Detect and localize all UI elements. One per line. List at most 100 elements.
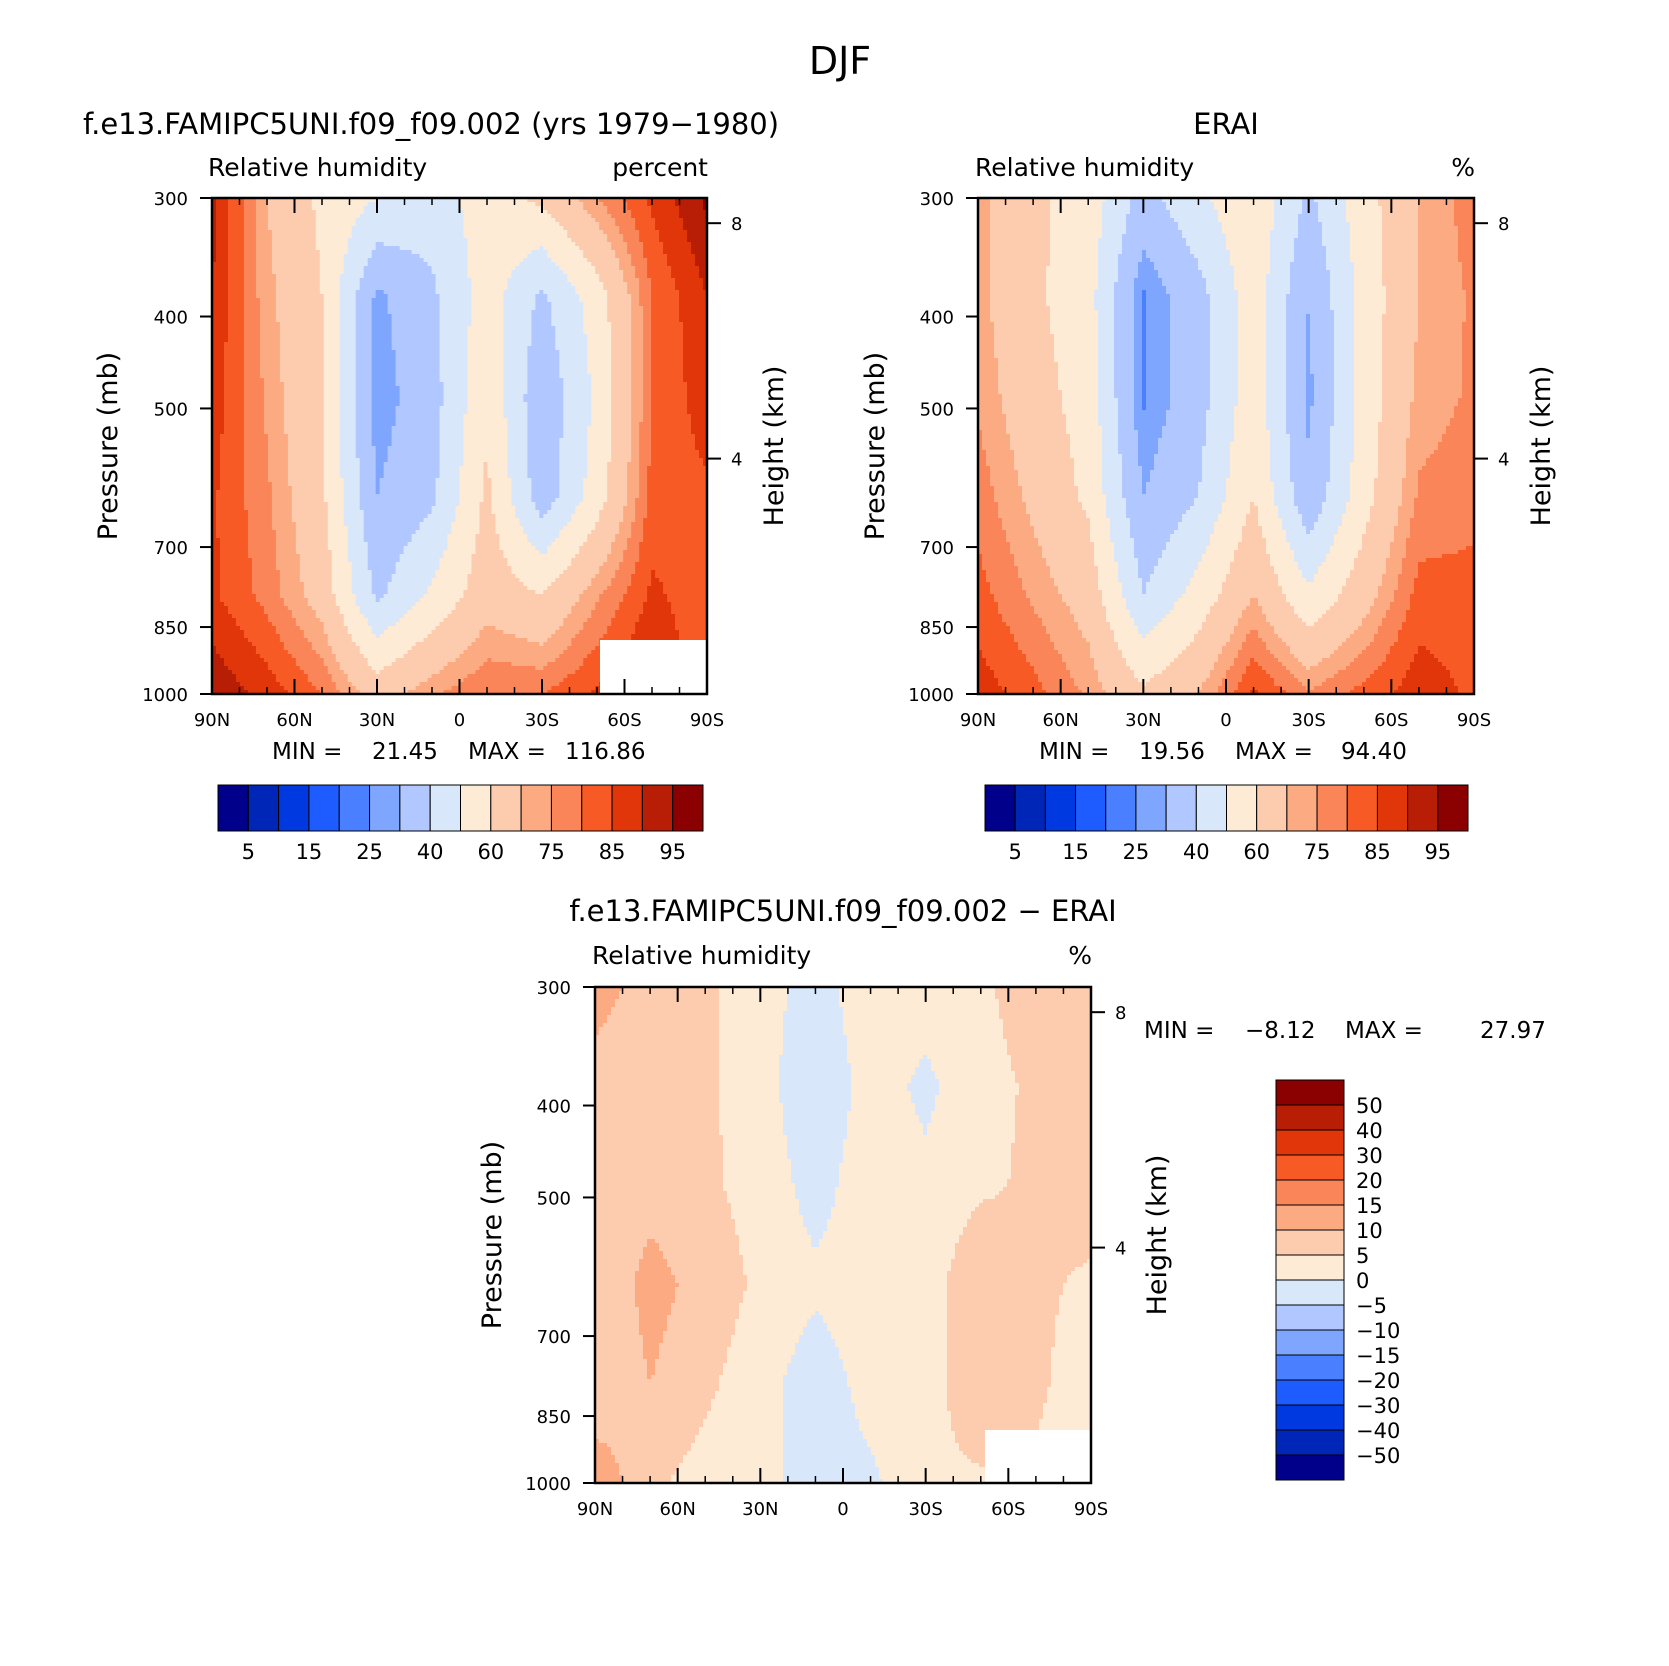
contour-cell	[639, 274, 644, 279]
contour-cell	[392, 294, 397, 299]
contour-cell	[236, 282, 241, 287]
contour-cell	[555, 210, 560, 215]
contour-cell	[531, 270, 536, 275]
contour-cell	[436, 294, 441, 299]
contour-cell	[487, 298, 492, 303]
contour-cell	[324, 210, 329, 215]
contour-cell	[260, 270, 265, 275]
contour-cell	[519, 214, 524, 219]
contour-cell	[499, 218, 504, 223]
contour-cell	[659, 262, 664, 267]
contour-cell	[252, 254, 257, 259]
contour-cell	[320, 298, 325, 303]
contour-cell	[396, 290, 401, 295]
contour-cell	[611, 270, 616, 275]
contour-cell	[364, 254, 369, 259]
contour-cell	[475, 310, 480, 315]
contour-cell	[591, 298, 596, 303]
contour-cell	[499, 298, 504, 303]
contour-cell	[631, 298, 636, 303]
contour-cell	[428, 310, 433, 315]
contour-cell	[603, 282, 608, 287]
contour-cell	[412, 222, 417, 227]
contour-cell	[344, 278, 349, 283]
contour-cell	[643, 250, 648, 255]
contour-cell	[368, 254, 373, 259]
contour-cell	[675, 258, 680, 263]
contour-cell	[535, 262, 540, 267]
contour-cell	[388, 246, 393, 251]
contour-cell	[356, 238, 361, 243]
contour-cell	[619, 202, 624, 207]
contour-cell	[232, 258, 237, 263]
contour-cell	[515, 242, 520, 247]
contour-cell	[495, 234, 500, 239]
contour-cell	[456, 250, 461, 255]
contour-cell	[264, 202, 269, 207]
contour-cell	[587, 298, 592, 303]
contour-cell	[635, 298, 640, 303]
contour-cell	[515, 282, 520, 287]
contour-cell	[495, 306, 500, 311]
contour-cell	[288, 266, 293, 271]
contour-cell	[420, 258, 425, 263]
contour-cell	[567, 270, 572, 275]
contour-cell	[535, 314, 540, 319]
contour-cell	[460, 214, 465, 219]
contour-cell	[667, 230, 672, 235]
contour-cell	[515, 234, 520, 239]
contour-cell	[276, 302, 281, 307]
contour-cell	[268, 266, 273, 271]
contour-cell	[324, 310, 329, 315]
contour-cell	[296, 266, 301, 271]
contour-cell	[583, 210, 588, 215]
contour-cell	[623, 314, 628, 319]
contour-cell	[376, 314, 381, 319]
contour-cell	[460, 286, 465, 291]
contour-cell	[372, 214, 377, 219]
contour-cell	[487, 254, 492, 259]
contour-cell	[603, 222, 608, 227]
contour-cell	[471, 290, 476, 295]
contour-cell	[587, 274, 592, 279]
contour-cell	[663, 318, 668, 323]
contour-cell	[619, 318, 624, 323]
contour-cell	[372, 274, 377, 279]
contour-cell	[380, 278, 385, 283]
contour-cell	[340, 238, 345, 243]
contour-cell	[587, 206, 592, 211]
contour-cell	[336, 210, 341, 215]
contour-cell	[479, 270, 484, 275]
contour-cell	[424, 322, 429, 327]
contour-cell	[651, 226, 656, 231]
contour-cell	[412, 214, 417, 219]
contour-cell	[344, 254, 349, 259]
contour-cell	[547, 306, 552, 311]
contour-cell	[328, 282, 333, 287]
contour-cell	[479, 282, 484, 287]
contour-cell	[220, 294, 225, 299]
contour-cell	[444, 242, 449, 247]
contour-cell	[619, 238, 624, 243]
contour-cell	[527, 322, 532, 327]
contour-cell	[452, 282, 457, 287]
contour-cell	[639, 242, 644, 247]
contour-cell	[691, 254, 696, 259]
contour-cell	[687, 250, 692, 255]
contour-cell	[655, 234, 660, 239]
contour-cell	[623, 318, 628, 323]
contour-cell	[675, 214, 680, 219]
contour-cell	[499, 246, 504, 251]
contour-cell	[232, 318, 237, 323]
contour-cell	[683, 206, 688, 211]
contour-cell	[683, 262, 688, 267]
contour-cell	[571, 246, 576, 251]
contour-cell	[587, 278, 592, 283]
contour-cell	[260, 214, 265, 219]
contour-cell	[444, 282, 449, 287]
contour-cell	[320, 286, 325, 291]
contour-cell	[531, 318, 536, 323]
contour-cell	[392, 206, 397, 211]
contour-cell	[340, 202, 345, 207]
contour-cell	[256, 270, 261, 275]
